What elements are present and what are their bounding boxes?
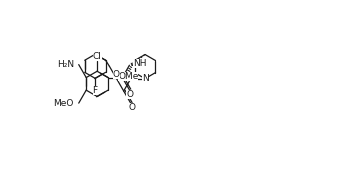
Text: MeO: MeO: [53, 99, 74, 108]
Text: N: N: [142, 74, 149, 83]
Text: H₂N: H₂N: [57, 60, 74, 69]
Text: OMe: OMe: [118, 72, 139, 81]
Text: O: O: [113, 70, 120, 79]
Text: F: F: [93, 86, 98, 95]
Text: Cl: Cl: [93, 53, 102, 61]
Text: O: O: [126, 90, 134, 99]
Text: NH: NH: [133, 59, 146, 68]
Text: O: O: [129, 103, 136, 112]
